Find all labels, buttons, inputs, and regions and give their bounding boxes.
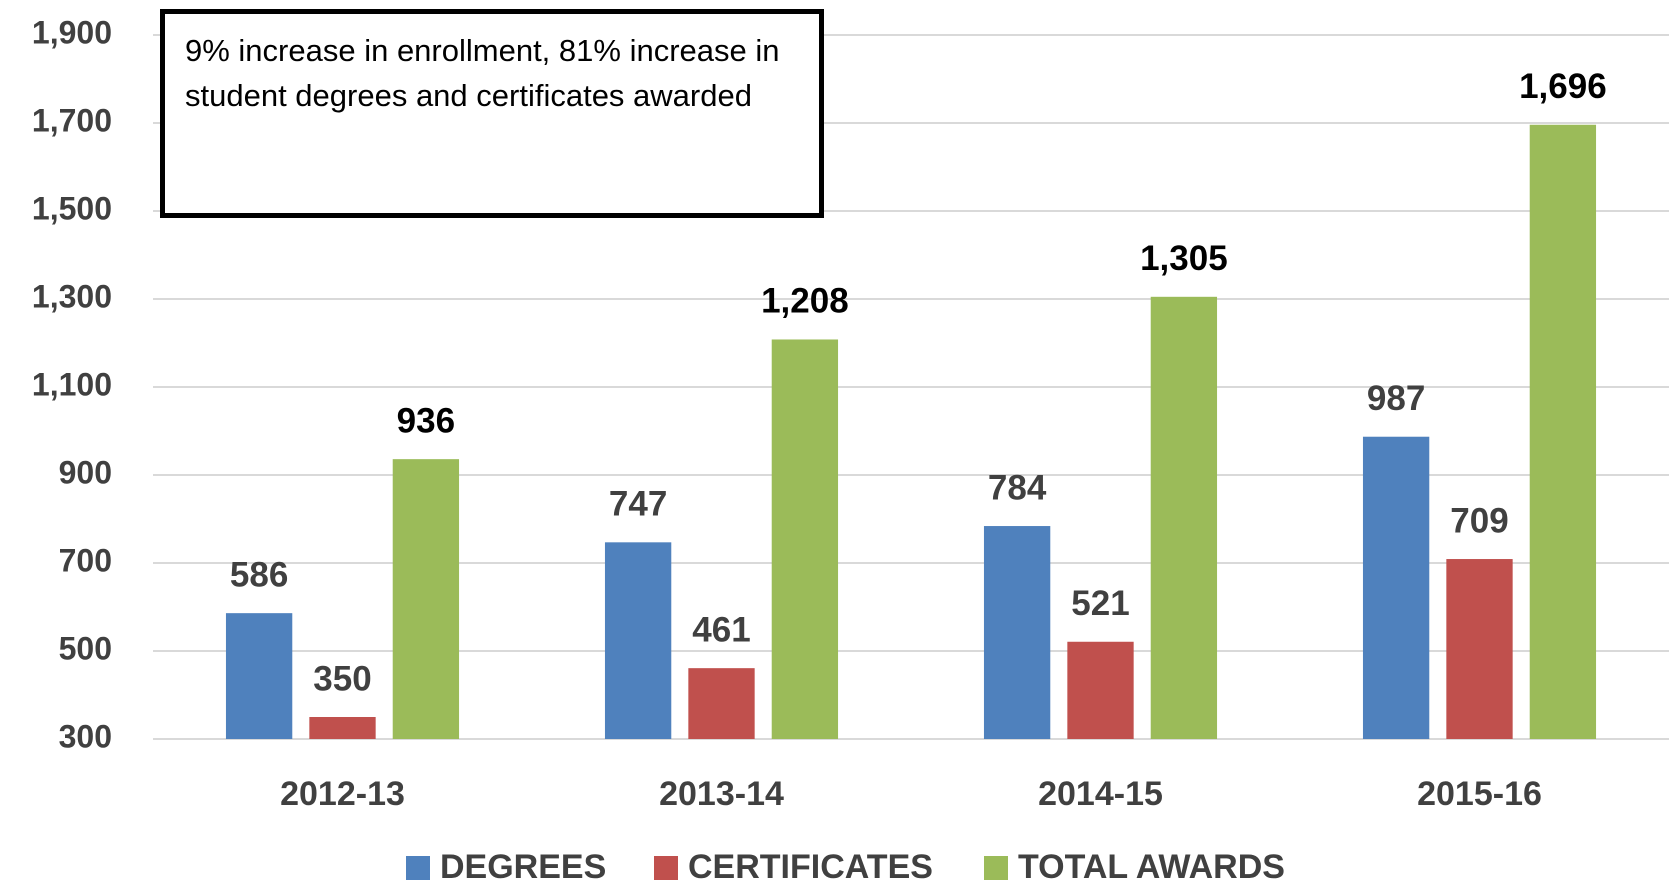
y-tick-label: 1,300: [32, 278, 112, 314]
bar: [1446, 559, 1513, 739]
y-tick-label: 1,500: [32, 190, 112, 226]
y-tick-label: 1,700: [32, 102, 112, 138]
legend-swatch: [984, 856, 1008, 880]
bar: [1150, 296, 1218, 739]
legend-label: TOTAL AWARDS: [1018, 848, 1285, 886]
bar: [1362, 436, 1430, 739]
bar: [688, 668, 755, 739]
value-label: 350: [313, 659, 371, 698]
x-tick-label: 2012-13: [280, 775, 405, 813]
bar: [225, 613, 293, 739]
value-label: 784: [988, 468, 1047, 507]
value-label: 461: [692, 610, 750, 649]
bar: [392, 459, 460, 739]
y-tick-label: 1,100: [32, 366, 112, 402]
value-label: 1,305: [1140, 239, 1228, 278]
value-label: 709: [1450, 501, 1508, 540]
value-label: 586: [230, 555, 288, 594]
x-tick-label: 2013-14: [659, 775, 784, 813]
bar: [1067, 641, 1134, 739]
legend-label: DEGREES: [440, 848, 606, 886]
y-tick-label: 1,900: [32, 14, 112, 50]
legend-swatch: [654, 856, 678, 880]
bar: [309, 717, 376, 739]
x-tick-label: 2014-15: [1038, 775, 1163, 813]
value-label: 936: [397, 401, 455, 440]
value-label: 747: [609, 485, 667, 524]
bar: [983, 526, 1051, 739]
annotation: 9% increase in enrollment, 81% increase …: [160, 9, 824, 218]
bar: [1529, 124, 1597, 739]
value-label: 521: [1071, 584, 1129, 623]
x-tick-label: 2015-16: [1417, 775, 1542, 813]
value-label: 987: [1367, 379, 1425, 418]
y-tick-label: 900: [59, 454, 112, 490]
bar: [604, 542, 672, 739]
y-tick-label: 300: [59, 718, 112, 754]
value-label: 1,208: [761, 282, 849, 321]
legend-label: CERTIFICATES: [688, 848, 933, 886]
legend-swatch: [406, 856, 430, 880]
bar: [771, 339, 839, 739]
y-tick-label: 700: [59, 542, 112, 578]
y-tick-label: 500: [59, 630, 112, 666]
value-label: 1,696: [1519, 67, 1607, 106]
